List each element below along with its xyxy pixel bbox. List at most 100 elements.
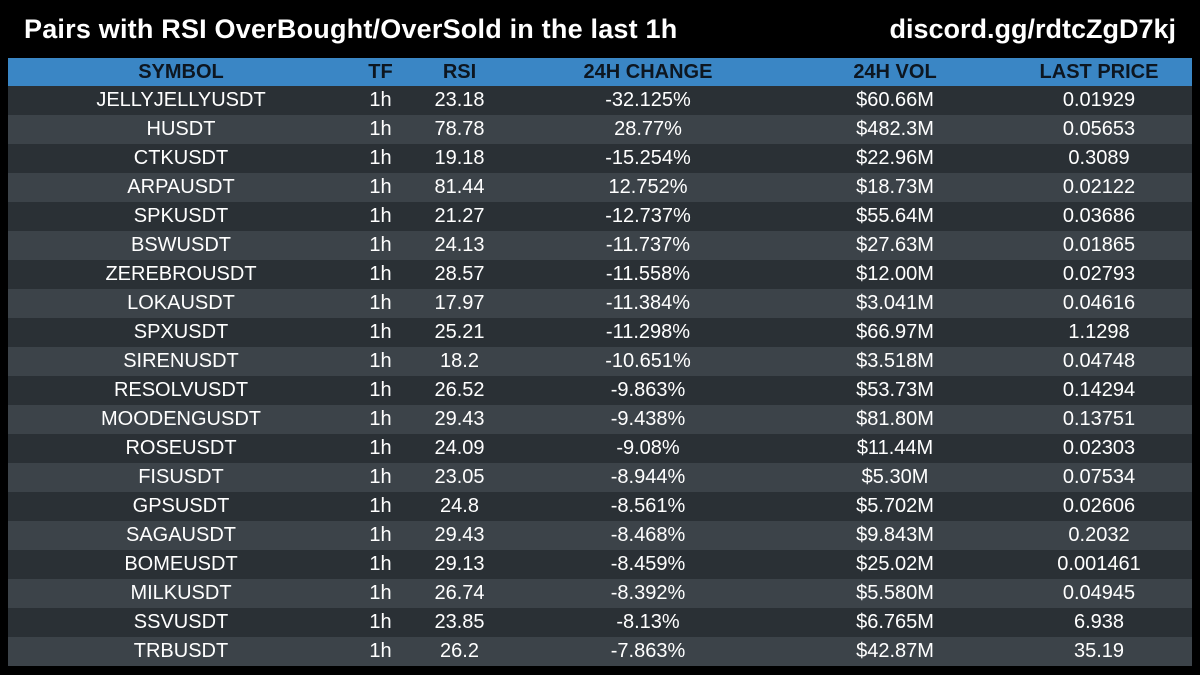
cell-last-price: 0.04616 bbox=[1062, 292, 1136, 314]
cell-24h-change: -15.254% bbox=[605, 147, 691, 169]
cell-24h-vol: $55.64M bbox=[856, 205, 934, 227]
cell-last-price: 0.3089 bbox=[1068, 147, 1130, 169]
cell-symbol: LOKAUSDT bbox=[127, 292, 235, 314]
cell-tf: 1h bbox=[369, 408, 392, 430]
cell-tf: 1h bbox=[369, 640, 392, 662]
cell-last-price: 0.2032 bbox=[1068, 524, 1130, 546]
cell-tf: 1h bbox=[369, 350, 392, 372]
cell-last-price: 0.03686 bbox=[1062, 205, 1136, 227]
cell-tf: 1h bbox=[369, 437, 392, 459]
cell-rsi: 28.57 bbox=[434, 263, 485, 285]
table-row: BOMEUSDT 1h 29.13 -8.459% $25.02M 0.001461 bbox=[8, 550, 1192, 579]
cell-24h-change: -11.737% bbox=[605, 234, 691, 256]
cell-symbol: BOMEUSDT bbox=[124, 553, 238, 575]
cell-24h-change: -8.392% bbox=[610, 582, 686, 604]
cell-symbol: TRBUSDT bbox=[133, 640, 229, 662]
page-title: Pairs with RSI OverBought/OverSold in th… bbox=[24, 14, 678, 44]
table-header: SYMBOL TF RSI 24H CHANGE 24H VOL LAST PR… bbox=[8, 58, 1192, 86]
cell-last-price: 0.13751 bbox=[1062, 408, 1136, 430]
table-row: ROSEUSDT 1h 24.09 -9.08% $11.44M 0.02303 bbox=[8, 434, 1192, 463]
cell-tf: 1h bbox=[369, 263, 392, 285]
cell-rsi: 26.2 bbox=[440, 640, 479, 662]
cell-symbol: MILKUSDT bbox=[130, 582, 232, 604]
cell-last-price: 0.01929 bbox=[1062, 89, 1136, 111]
column-header-tf: TF bbox=[368, 61, 393, 83]
cell-tf: 1h bbox=[369, 147, 392, 169]
cell-24h-vol: $9.843M bbox=[856, 524, 934, 546]
cell-tf: 1h bbox=[369, 611, 392, 633]
cell-tf: 1h bbox=[369, 205, 392, 227]
cell-24h-change: -8.13% bbox=[616, 611, 680, 633]
cell-24h-change: -10.651% bbox=[605, 350, 691, 372]
cell-tf: 1h bbox=[369, 524, 392, 546]
cell-24h-change: -11.298% bbox=[605, 321, 691, 343]
cell-24h-vol: $81.80M bbox=[856, 408, 934, 430]
table-row: SSVUSDT 1h 23.85 -8.13% $6.765M 6.938 bbox=[8, 608, 1192, 637]
cell-symbol: ROSEUSDT bbox=[125, 437, 237, 459]
cell-rsi: 18.2 bbox=[440, 350, 479, 372]
cell-rsi: 26.52 bbox=[434, 379, 485, 401]
cell-tf: 1h bbox=[369, 118, 392, 140]
cell-24h-vol: $11.44M bbox=[856, 437, 934, 459]
cell-tf: 1h bbox=[369, 89, 392, 111]
cell-rsi: 78.78 bbox=[434, 118, 485, 140]
cell-24h-change: 12.752% bbox=[608, 176, 688, 198]
cell-24h-vol: $3.518M bbox=[856, 350, 934, 372]
cell-24h-vol: $66.97M bbox=[856, 321, 934, 343]
cell-symbol: SAGAUSDT bbox=[125, 524, 237, 546]
cell-24h-change: -8.561% bbox=[610, 495, 686, 517]
cell-last-price: 0.07534 bbox=[1062, 466, 1136, 488]
table-row: RESOLVUSDT 1h 26.52 -9.863% $53.73M 0.14294 bbox=[8, 376, 1192, 405]
cell-24h-change: -32.125% bbox=[605, 89, 691, 111]
table-row: JELLYJELLYUSDT 1h 23.18 -32.125% $60.66M 0.01… bbox=[8, 86, 1192, 115]
table-row: MOODENGUSDT 1h 29.43 -9.438% $81.80M 0.13751 bbox=[8, 405, 1192, 434]
cell-last-price: 0.02303 bbox=[1062, 437, 1136, 459]
cell-symbol: FISUSDT bbox=[138, 466, 224, 488]
cell-symbol: MOODENGUSDT bbox=[101, 408, 261, 430]
discord-invite: discord.gg/rdtcZgD7kj bbox=[889, 14, 1176, 44]
column-header-rsi: RSI bbox=[442, 61, 477, 83]
cell-24h-change: -9.08% bbox=[616, 437, 680, 459]
rsi-table: SYMBOL TF RSI 24H CHANGE 24H VOL LAST PR… bbox=[8, 58, 1192, 666]
table-row: HUSDT 1h 78.78 28.77% $482.3M 0.05653 bbox=[8, 115, 1192, 144]
table-row: TRBUSDT 1h 26.2 -7.863% $42.87M 35.19 bbox=[8, 637, 1192, 666]
table-row: SPXUSDT 1h 25.21 -11.298% $66.97M 1.1298 bbox=[8, 318, 1192, 347]
cell-tf: 1h bbox=[369, 292, 392, 314]
cell-24h-vol: $5.30M bbox=[861, 466, 929, 488]
cell-24h-change: 28.77% bbox=[614, 118, 682, 140]
table-row: BSWUSDT 1h 24.13 -11.737% $27.63M 0.01865 bbox=[8, 231, 1192, 260]
table-row: LOKAUSDT 1h 17.97 -11.384% $3.041M 0.04616 bbox=[8, 289, 1192, 318]
table-row: FISUSDT 1h 23.05 -8.944% $5.30M 0.07534 bbox=[8, 463, 1192, 492]
cell-24h-change: -8.468% bbox=[610, 524, 686, 546]
cell-last-price: 0.02122 bbox=[1062, 176, 1136, 198]
cell-24h-vol: $5.580M bbox=[856, 582, 934, 604]
table-row: SPKUSDT 1h 21.27 -12.737% $55.64M 0.03686 bbox=[8, 202, 1192, 231]
cell-24h-change: -12.737% bbox=[605, 205, 691, 227]
column-header-symbol: SYMBOL bbox=[138, 61, 224, 83]
cell-rsi: 24.09 bbox=[434, 437, 485, 459]
cell-rsi: 29.43 bbox=[434, 524, 485, 546]
cell-symbol: RESOLVUSDT bbox=[113, 379, 249, 401]
table-row: CTKUSDT 1h 19.18 -15.254% $22.96M 0.3089 bbox=[8, 144, 1192, 173]
cell-24h-change: -8.944% bbox=[610, 466, 686, 488]
table-row: ARPAUSDT 1h 81.44 12.752% $18.73M 0.02122 bbox=[8, 173, 1192, 202]
cell-last-price: 0.02793 bbox=[1062, 263, 1136, 285]
cell-rsi: 23.05 bbox=[434, 466, 485, 488]
cell-tf: 1h bbox=[369, 553, 392, 575]
cell-24h-vol: $53.73M bbox=[856, 379, 934, 401]
cell-tf: 1h bbox=[369, 379, 392, 401]
cell-tf: 1h bbox=[369, 495, 392, 517]
cell-last-price: 0.05653 bbox=[1062, 118, 1136, 140]
cell-24h-change: -8.459% bbox=[610, 553, 686, 575]
cell-rsi: 29.43 bbox=[434, 408, 485, 430]
cell-24h-vol: $42.87M bbox=[856, 640, 934, 662]
table-row: ZEREBROUSDT 1h 28.57 -11.558% $12.00M 0.02793 bbox=[8, 260, 1192, 289]
cell-rsi: 24.13 bbox=[434, 234, 485, 256]
table-row: SAGAUSDT 1h 29.43 -8.468% $9.843M 0.2032 bbox=[8, 521, 1192, 550]
cell-24h-change: -11.558% bbox=[605, 263, 691, 285]
cell-symbol: ARPAUSDT bbox=[127, 176, 235, 198]
cell-24h-vol: $27.63M bbox=[856, 234, 934, 256]
table-row: MILKUSDT 1h 26.74 -8.392% $5.580M 0.04945 bbox=[8, 579, 1192, 608]
cell-24h-change: -9.863% bbox=[610, 379, 686, 401]
cell-symbol: HUSDT bbox=[146, 118, 216, 140]
